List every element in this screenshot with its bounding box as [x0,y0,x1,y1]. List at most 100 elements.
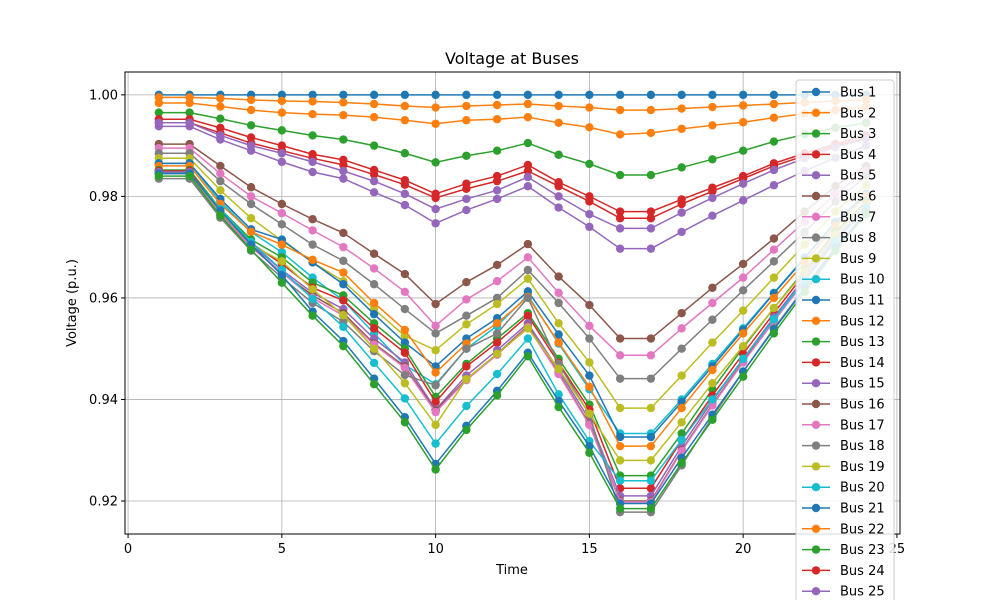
data-point [677,324,686,333]
data-point [554,288,563,298]
data-point [677,104,686,113]
legend-item: Bus 24 [802,564,885,579]
data-point [554,402,563,412]
data-point [216,161,225,171]
data-point [431,329,440,338]
data-point [677,371,686,380]
data-point [492,260,502,270]
series-bus-12 [154,161,871,451]
data-point [646,504,656,513]
legend-swatch-marker [811,420,821,429]
data-point [462,101,471,111]
data-point [154,108,164,117]
data-point [585,103,594,112]
data-point [369,249,379,258]
series-line [158,102,867,136]
legend-item: Bus 23 [802,543,885,558]
data-point [769,315,779,324]
data-point [246,214,256,223]
series-bus-19 [154,169,871,465]
data-point [646,441,656,451]
data-point [769,165,779,175]
data-point [369,358,379,368]
legend-swatch-marker [811,524,821,533]
data-point [738,354,748,364]
data-point [400,418,410,427]
data-point [369,324,379,333]
data-point [277,220,287,229]
data-point [492,90,502,100]
data-point [523,166,533,176]
legend-swatch-marker [811,150,821,159]
legend-label: Bus 25 [840,585,885,600]
data-point [523,182,533,191]
data-point [738,286,748,295]
legend-swatch-marker [811,337,821,346]
legend-swatch-marker [811,171,821,180]
data-point [554,101,563,111]
legend-item: Bus 2 [802,106,876,121]
data-point [492,329,502,338]
data-point [308,97,317,106]
legend-label: Bus 13 [840,335,885,350]
series-line [158,122,867,230]
data-point [677,344,686,353]
data-point [492,338,502,347]
data-point [646,90,656,100]
data-point [738,196,748,205]
x-tick-label: 15 [581,542,598,557]
data-point [708,193,717,203]
data-point [431,321,440,331]
data-point [400,149,410,158]
data-point [554,192,563,201]
data-point [769,293,779,303]
plot-area-frame [124,71,901,535]
data-point [646,170,656,180]
legend-label: Bus 16 [840,398,885,413]
data-point [708,395,717,404]
data-point [216,186,225,195]
data-point [708,121,717,130]
data-point [308,167,317,177]
data-point [369,264,379,273]
data-point [585,448,594,457]
data-point [462,425,471,435]
legend-item: Bus 17 [802,418,885,433]
data-point [154,118,164,127]
data-point [708,155,717,164]
data-point [585,382,594,391]
legend-swatch-marker [811,566,821,575]
legend-item: Bus 10 [802,273,885,288]
data-point [492,299,502,309]
data-point [615,476,625,485]
data-point [400,304,410,314]
legend-item: Bus 1 [802,86,876,101]
data-point [492,186,502,195]
data-point [431,90,440,100]
legend-item: Bus 8 [802,231,876,246]
data-point [246,245,256,254]
data-point [646,403,656,413]
data-point [277,278,287,287]
data-point [677,429,686,438]
data-point [738,101,748,110]
data-point [615,432,625,442]
data-point [523,324,533,333]
legend-item: Bus 15 [802,377,885,392]
data-point [708,379,717,388]
legend-item: Bus 18 [802,439,885,454]
data-point [646,374,656,383]
data-point [677,447,686,456]
data-point [431,158,440,167]
data-point [339,322,348,332]
data-point [769,329,779,338]
data-point [523,90,533,100]
data-point [677,308,686,318]
legend-item: Bus 21 [802,502,885,517]
y-tick-label: 0.94 [89,393,118,408]
data-point [677,403,686,413]
y-axis-label: Voltage (p.u.) [65,259,80,347]
data-point [308,90,317,100]
data-point [677,199,686,209]
data-point [400,200,410,210]
